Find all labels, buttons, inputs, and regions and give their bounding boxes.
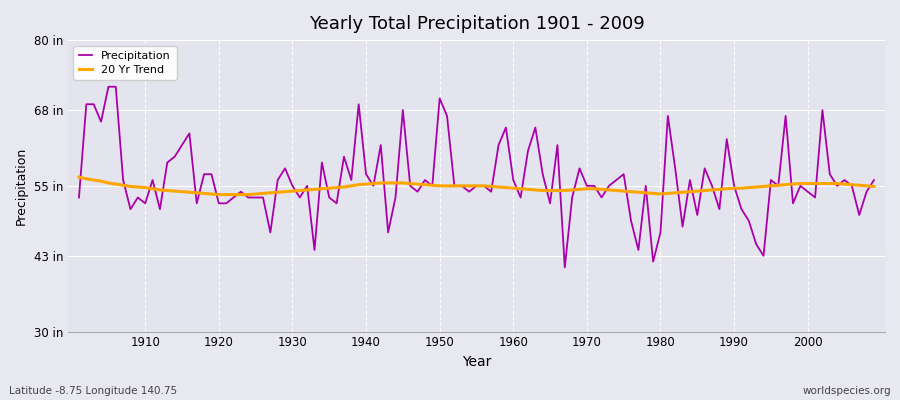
Y-axis label: Precipitation: Precipitation bbox=[15, 147, 28, 225]
20 Yr Trend bbox=[604, 188, 615, 192]
20 Yr Trend bbox=[302, 188, 312, 192]
20 Yr Trend bbox=[868, 184, 879, 189]
Text: Latitude -8.75 Longitude 140.75: Latitude -8.75 Longitude 140.75 bbox=[9, 386, 177, 396]
Precipitation bbox=[302, 184, 312, 188]
20 Yr Trend bbox=[132, 185, 143, 190]
Precipitation bbox=[103, 84, 113, 89]
Precipitation bbox=[346, 178, 356, 182]
20 Yr Trend bbox=[346, 184, 356, 188]
20 Yr Trend bbox=[508, 186, 518, 190]
X-axis label: Year: Year bbox=[462, 355, 491, 369]
20 Yr Trend bbox=[74, 175, 85, 180]
20 Yr Trend bbox=[213, 192, 224, 197]
Line: 20 Yr Trend: 20 Yr Trend bbox=[79, 177, 874, 194]
Precipitation bbox=[515, 195, 526, 200]
Precipitation bbox=[140, 201, 150, 206]
Precipitation bbox=[560, 265, 571, 270]
Line: Precipitation: Precipitation bbox=[79, 87, 874, 268]
Precipitation bbox=[508, 178, 518, 182]
Precipitation bbox=[868, 178, 879, 182]
Precipitation bbox=[74, 195, 85, 200]
Precipitation bbox=[611, 178, 622, 182]
Text: worldspecies.org: worldspecies.org bbox=[803, 386, 891, 396]
Legend: Precipitation, 20 Yr Trend: Precipitation, 20 Yr Trend bbox=[74, 46, 176, 80]
20 Yr Trend bbox=[515, 186, 526, 191]
Title: Yearly Total Precipitation 1901 - 2009: Yearly Total Precipitation 1901 - 2009 bbox=[309, 15, 644, 33]
